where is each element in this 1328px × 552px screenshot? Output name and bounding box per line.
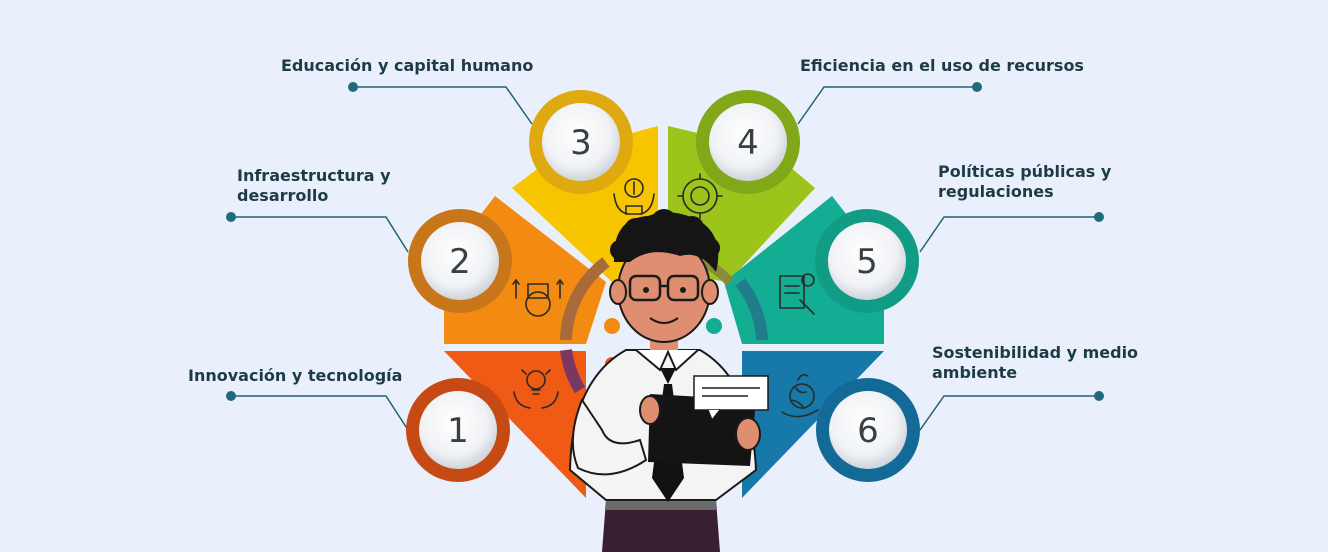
connector-1 xyxy=(231,395,409,431)
connector-2 xyxy=(231,216,409,253)
connector-dot-4 xyxy=(972,82,982,92)
label-5: Políticas públicas y regulaciones xyxy=(938,162,1112,201)
badge-number-4: 4 xyxy=(737,123,759,163)
inner-dot-teal xyxy=(706,318,722,334)
badge-number-6: 6 xyxy=(857,411,879,451)
inner-arc-left xyxy=(560,257,610,341)
connector-dot-6 xyxy=(1094,391,1104,401)
connector-dot-2 xyxy=(226,212,236,222)
label-1: Innovación y tecnología xyxy=(188,366,403,385)
connector-dot-1 xyxy=(226,391,236,401)
connector-dot-5 xyxy=(1094,212,1104,222)
connector-5 xyxy=(919,216,1099,253)
inner-arc-right xyxy=(735,278,768,341)
label-4: Eficiencia en el uso de recursos xyxy=(800,56,1084,75)
badge-number-1: 1 xyxy=(447,411,469,451)
connector-dot-3 xyxy=(348,82,358,92)
inner-arc-left-low xyxy=(560,349,586,394)
label-3: Educación y capital humano xyxy=(281,56,534,75)
label-2: Infraestructura y desarrollo xyxy=(237,166,391,205)
badge-3: 3 xyxy=(529,90,633,194)
badge-number-3: 3 xyxy=(570,123,592,163)
inner-dot-orange xyxy=(604,318,620,334)
policy-document-gavel-icon xyxy=(779,273,815,315)
efficiency-gear-globe-icon xyxy=(677,173,723,219)
connectors xyxy=(231,86,1099,431)
badge-4: 4 xyxy=(696,90,800,194)
connector-6 xyxy=(919,395,1099,431)
sustainability-earth-hand-icon xyxy=(781,373,819,418)
connector-4 xyxy=(797,86,977,125)
badge-6: 6 xyxy=(816,378,920,482)
label-6: Sostenibilidad y medio ambiente xyxy=(932,343,1139,382)
innovation-bulb-hands-icon xyxy=(513,369,559,409)
badge-2: 2 xyxy=(408,209,512,313)
connector-3 xyxy=(353,86,533,125)
badge-5: 5 xyxy=(815,209,919,313)
badge-number-5: 5 xyxy=(856,242,878,282)
person-illustration xyxy=(568,209,769,552)
infrastructure-factory-gear-icon xyxy=(512,279,564,317)
badge-number-2: 2 xyxy=(449,242,471,282)
badge-1: 1 xyxy=(406,378,510,482)
connector-dots xyxy=(226,82,1104,401)
money-hands-icon xyxy=(613,178,655,215)
